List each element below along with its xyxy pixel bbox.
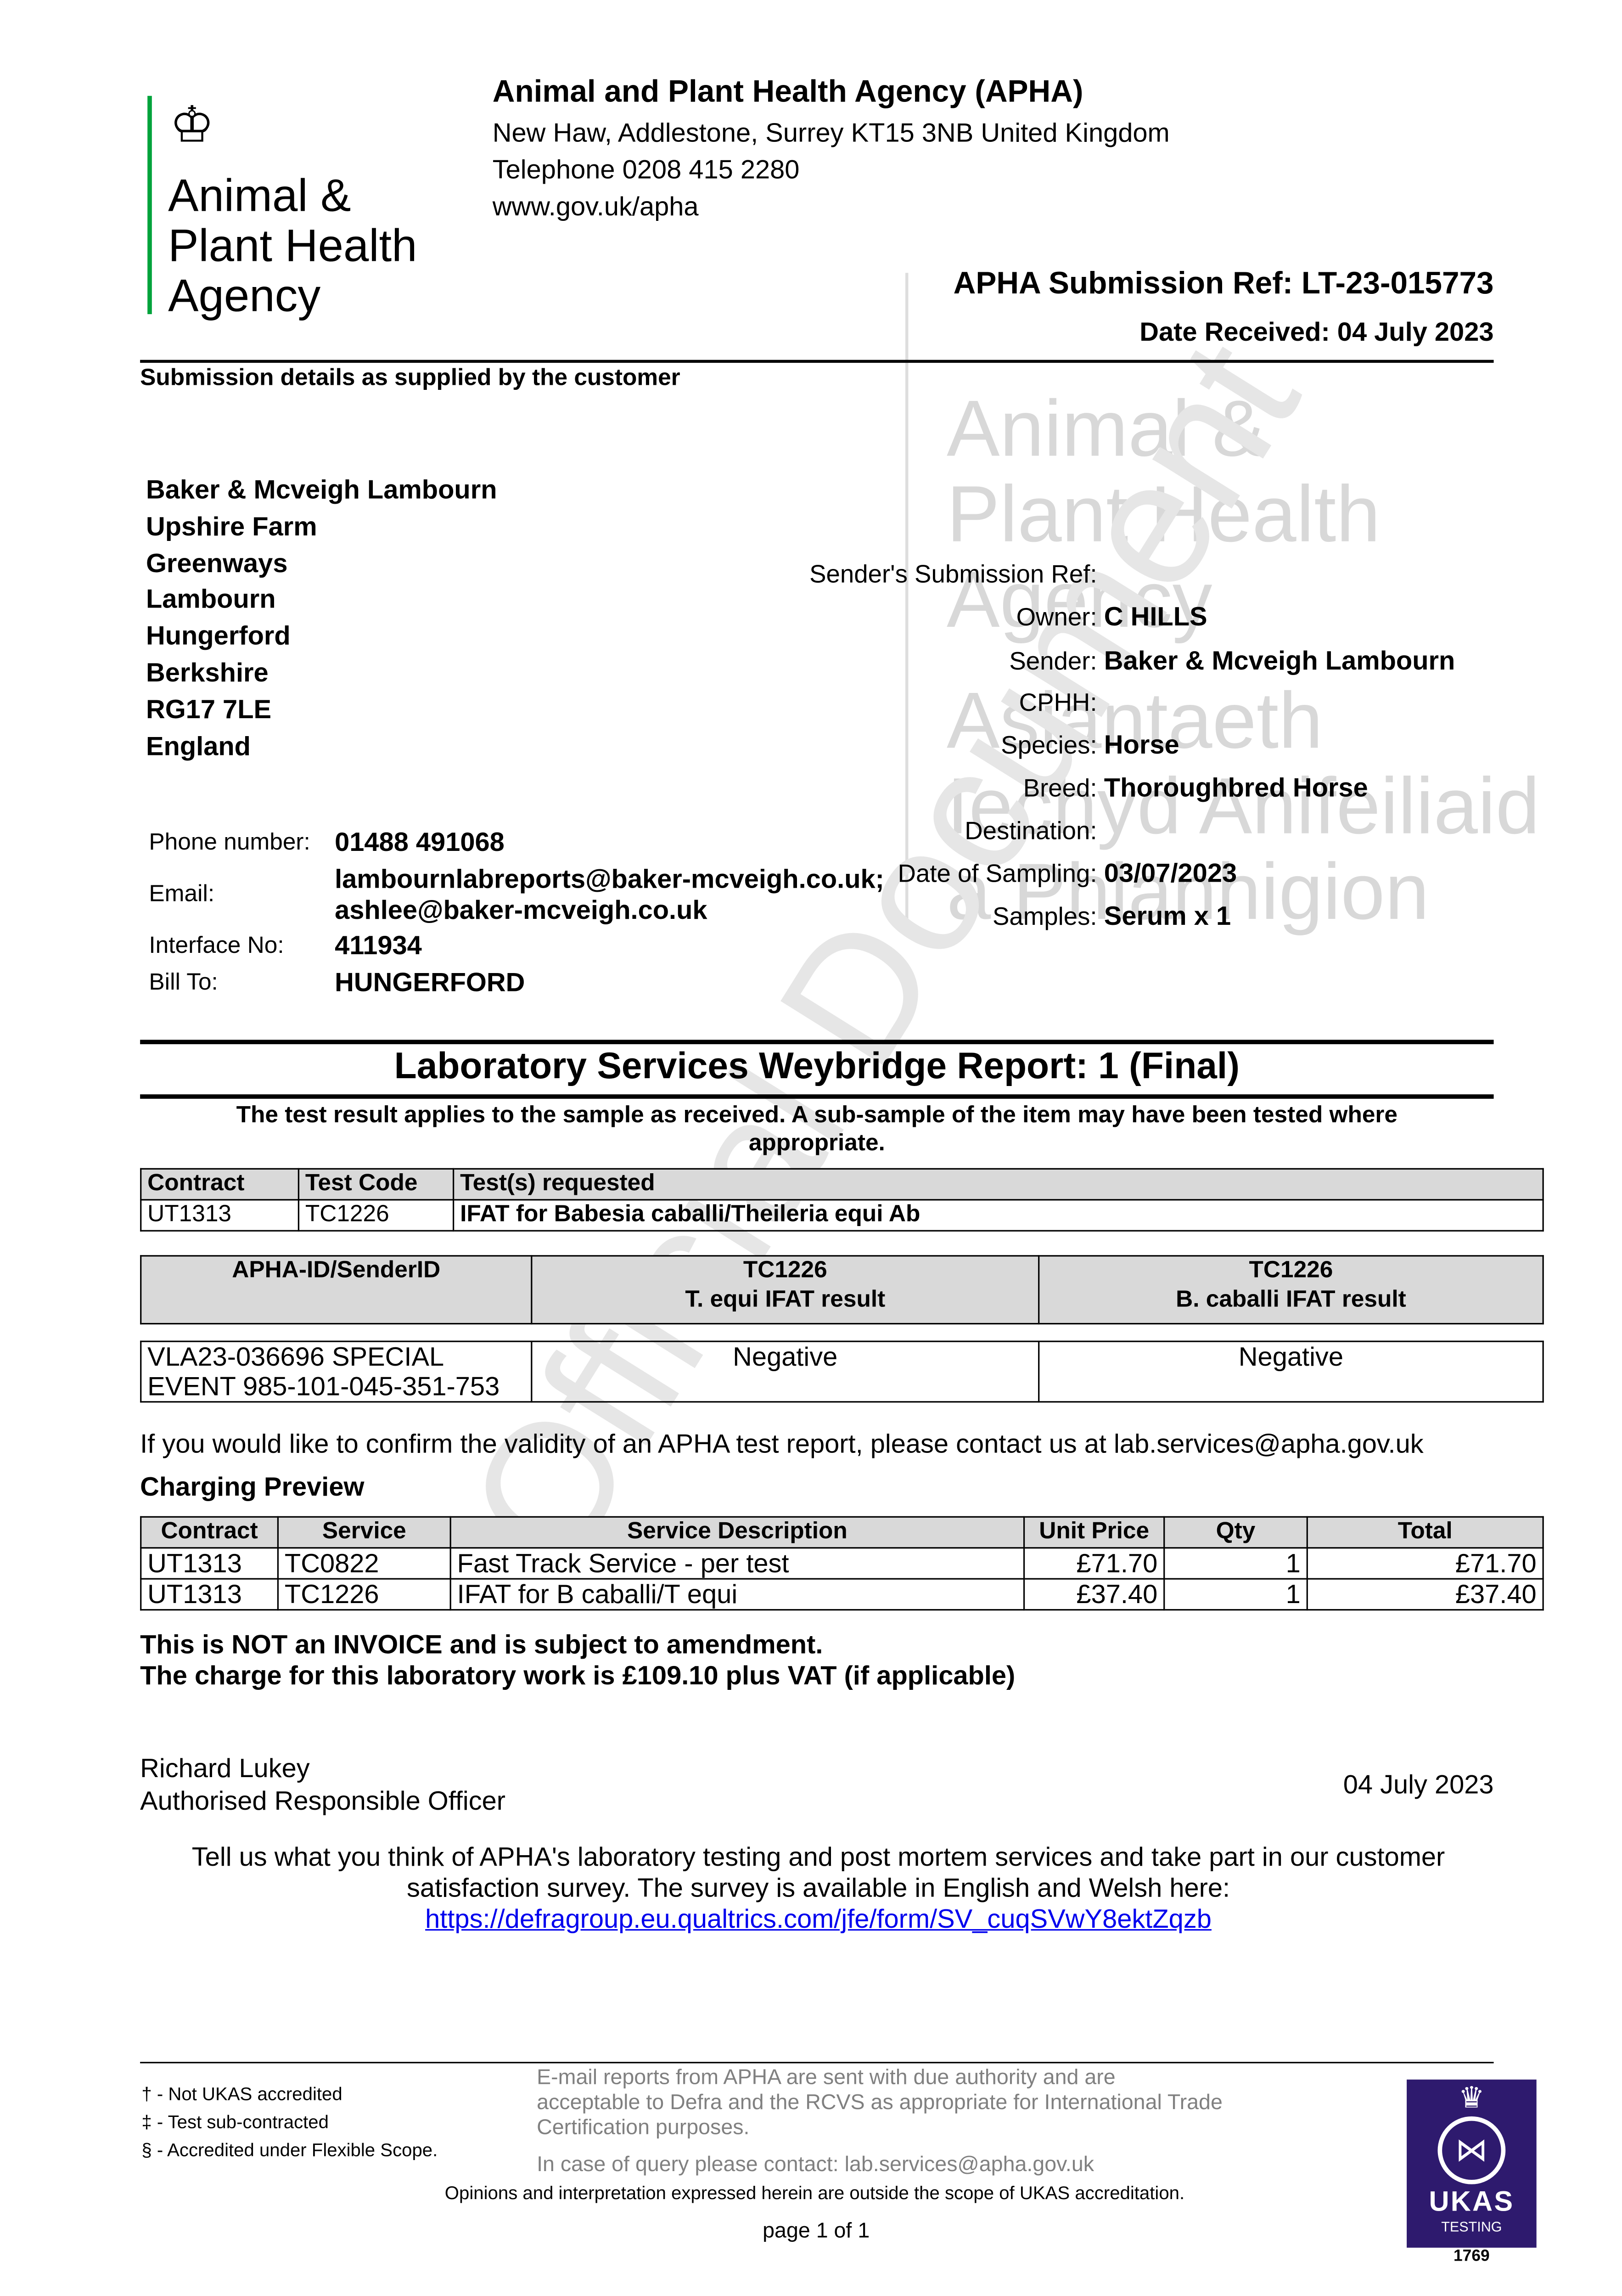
divider — [140, 1094, 1494, 1099]
report-note: The test result applies to the sample as… — [236, 1103, 1398, 1157]
opinions-note: Opinions and interpretation expressed he… — [444, 2183, 1185, 2204]
results-header-table: APHA-ID/SenderID TC1226 T. equi IFAT resu… — [140, 1255, 1544, 1325]
bill-value: HUNGERFORD — [335, 967, 525, 997]
agency-address: New Haw, Addlestone, Surrey KT15 3NB Uni… — [492, 118, 1170, 148]
signatory-role: Authorised Responsible Officer — [140, 1786, 506, 1816]
agency-telephone: Telephone 0208 415 2280 — [492, 155, 800, 185]
ukas-emblem-icon: ⋈ — [1437, 2116, 1506, 2184]
crown-icon: ♛ — [1458, 2082, 1485, 2115]
divider — [140, 1040, 1494, 1044]
agency-logo: Animal & Plant Health Agency — [168, 169, 417, 322]
submission-ref: APHA Submission Ref: LT-23-015773 — [953, 267, 1494, 301]
crest-icon: ♔ — [169, 97, 215, 154]
not-invoice-note: This is NOT an INVOICE and is subject to… — [140, 1630, 823, 1660]
email-value: lambournlabreports@baker-mcveigh.co.uk; — [335, 864, 884, 894]
agency-name: Animal and Plant Health Agency (APHA) — [492, 75, 1083, 109]
phone-label: Phone number: — [149, 830, 310, 855]
email-note: E-mail reports from APHA are sent with d… — [537, 2066, 1223, 2177]
total-note: The charge for this laboratory work is £… — [140, 1660, 1016, 1690]
watermark-bar — [905, 273, 909, 922]
validity-note: If you would like to confirm the validit… — [140, 1429, 1424, 1459]
agency-website: www.gov.uk/apha — [492, 191, 699, 221]
charging-title: Charging Preview — [140, 1472, 365, 1502]
logo-bar — [147, 96, 152, 315]
ukas-logo: ♛ ⋈ UKAS TESTING — [1407, 2079, 1537, 2248]
report-title: Laboratory Services Weybridge Report: 1 … — [394, 1046, 1240, 1087]
table-row: UT1313 TC1226 IFAT for B caballi/T equi £37… — [140, 1578, 1544, 1611]
watermark-diagonal: Official Document — [430, 309, 1336, 1596]
watermark-line: Asiantaeth — [946, 677, 1323, 765]
ukas-number: 1769 — [1454, 2247, 1490, 2266]
watermark-line: Animal & — [946, 385, 1266, 473]
date-received: Date Received: 04 July 2023 — [1139, 317, 1494, 347]
page-number: page 1 of 1 — [763, 2219, 870, 2244]
interface-value: 411934 — [335, 930, 422, 960]
watermark-line: a Phlanhigion — [946, 848, 1430, 937]
results-table: VLA23-036696 SPECIAL EVENT 985-101-045-35… — [140, 1340, 1544, 1403]
email-value: ashlee@baker-mcveigh.co.uk — [335, 895, 707, 925]
signoff-date: 04 July 2023 — [1343, 1770, 1494, 1800]
tests-table: Contract Test Code Test(s) requested UT131… — [140, 1168, 1544, 1232]
divider — [140, 2062, 1494, 2064]
watermark-line: Plant Health — [946, 470, 1381, 559]
accreditation-legend: † - Not UKAS accredited ‡ - Test sub-cont… — [141, 2084, 438, 2161]
email-label: Email: — [149, 882, 215, 907]
watermark-line: Agency — [946, 556, 1212, 645]
divider — [140, 360, 1494, 363]
table-row: UT1313 TC0822 Fast Track Service - per tes… — [140, 1547, 1544, 1580]
charging-table: Contract Service Service Description Unit P… — [140, 1516, 1544, 1611]
survey-link[interactable]: https://defragroup.eu.qualtrics.com/jfe/… — [425, 1904, 1212, 1934]
sender-fields: Sender's Submission Ref: Owner: C HILLS … — [809, 560, 1455, 931]
section-title: Submission details as supplied by the cu… — [140, 366, 680, 391]
table-row: VLA23-036696 SPECIAL EVENT 985-101-045-35… — [140, 1340, 1544, 1403]
phone-value: 01488 491068 — [335, 827, 505, 857]
customer-address: Baker & Mcveigh Lambourn Upshire Farm Gree… — [146, 475, 497, 760]
watermark-line: Iechyd Anifeiliaid — [946, 762, 1540, 851]
survey-text: Tell us what you think of APHA's laborat… — [0, 1842, 1622, 1935]
bill-label: Bill To: — [149, 970, 218, 996]
signatory-name: Richard Lukey — [140, 1753, 310, 1784]
table-row: UT1313 TC1226 IFAT for Babesia caballi/The… — [140, 1199, 1544, 1232]
interface-label: Interface No: — [149, 934, 284, 959]
